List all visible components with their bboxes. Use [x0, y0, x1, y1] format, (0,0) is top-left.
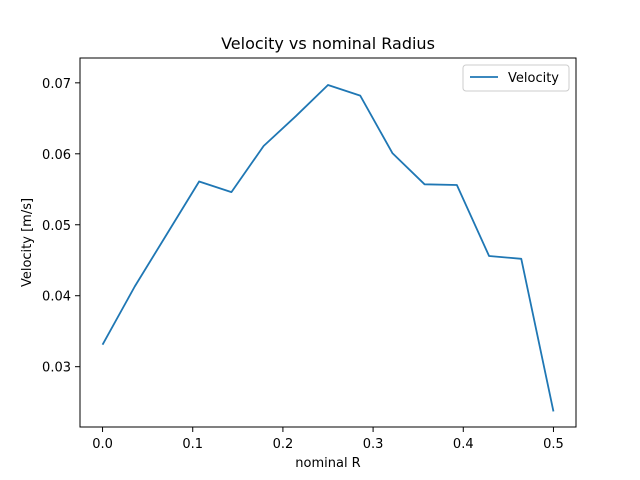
- y-tick-label: 0.03: [42, 361, 71, 376]
- y-tick-label: 0.05: [42, 219, 71, 234]
- x-axis-ticks: 0.0 0.1 0.2 0.3 0.4 0.5: [92, 427, 564, 452]
- x-tick-label: 0.1: [182, 437, 203, 452]
- legend-box: [462, 64, 570, 92]
- legend: Velocity: [462, 64, 570, 92]
- x-tick-label: 0.4: [453, 437, 474, 452]
- legend-entry-velocity: Velocity: [508, 71, 559, 86]
- series-layer: [101, 84, 555, 412]
- x-tick-label: 0.2: [273, 437, 294, 452]
- plot-frame: [79, 57, 577, 428]
- x-axis-label: nominal R: [295, 456, 360, 471]
- y-tick-label: 0.07: [42, 77, 71, 92]
- x-tick-label: 0.0: [92, 437, 113, 452]
- x-tick-label: 0.5: [543, 437, 564, 452]
- series-line-velocity: [101, 84, 555, 412]
- x-tick-label: 0.3: [363, 437, 384, 452]
- y-axis-ticks: 0.03 0.04 0.05 0.06 0.07: [42, 77, 80, 376]
- y-tick-label: 0.06: [42, 148, 71, 163]
- y-tick-label: 0.04: [42, 290, 71, 305]
- chart-title: Velocity vs nominal Radius: [221, 34, 435, 53]
- y-axis-label: Velocity [m/s]: [20, 198, 35, 287]
